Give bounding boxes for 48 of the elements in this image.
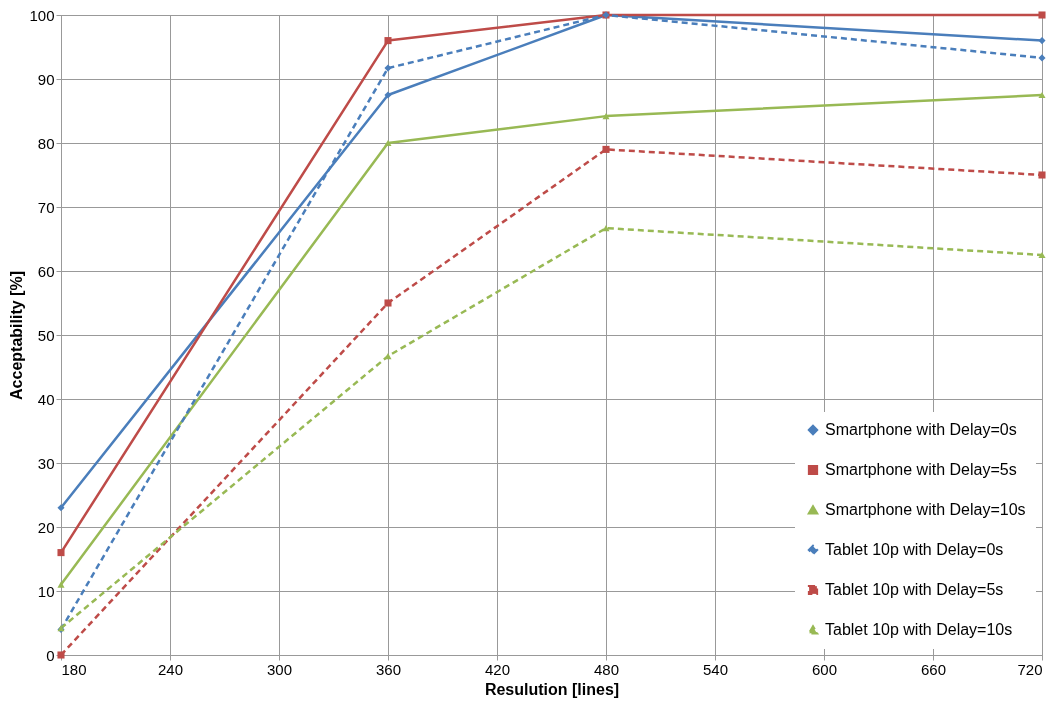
- point: [602, 225, 610, 232]
- x-tick-label: 480: [593, 660, 620, 678]
- y-axis-title: Acceptability [%]: [8, 271, 26, 400]
- point: [57, 549, 65, 557]
- x-axis-title: Resulution [lines]: [484, 680, 620, 698]
- legend-label: Smartphone with Delay=5s: [825, 461, 1017, 478]
- point: [1038, 171, 1046, 179]
- point: [602, 145, 610, 153]
- y-tick-label: 40: [37, 390, 55, 408]
- y-tick-label: 0: [46, 646, 55, 664]
- x-tick-label: 420: [484, 660, 511, 678]
- point: [384, 139, 392, 147]
- point: [384, 299, 392, 307]
- point: [1038, 54, 1046, 62]
- point: [57, 581, 65, 588]
- x-tick-label: 720: [1017, 660, 1043, 678]
- point: [57, 504, 65, 512]
- point: [384, 37, 392, 45]
- legend-label: Smartphone with Delay=0s: [825, 421, 1017, 438]
- legend-label: Smartphone with Delay=10s: [825, 501, 1026, 518]
- x-tick-label: 660: [920, 660, 947, 678]
- y-tick-label: 20: [37, 518, 55, 536]
- x-tick-label: 360: [375, 660, 402, 678]
- y-tick-label: 100: [29, 6, 55, 24]
- y-tick-label: 90: [37, 70, 55, 88]
- point: [602, 113, 610, 120]
- y-tick-label: 80: [37, 134, 55, 152]
- point: [384, 353, 392, 360]
- y-tick-label: 50: [37, 326, 55, 344]
- point: [1038, 251, 1046, 259]
- y-tick-label: 10: [37, 582, 55, 600]
- y-tick-label: 60: [37, 262, 55, 280]
- legend-label: Tablet 10p with Delay=10s: [825, 621, 1013, 638]
- point: [384, 91, 392, 99]
- x-tick-label: 600: [811, 660, 838, 678]
- x-tick-label: 300: [266, 660, 293, 678]
- legend-label: Tablet 10p with Delay=5s: [825, 581, 1004, 598]
- x-tick-label: 180: [61, 660, 87, 678]
- legend-label: Tablet 10p with Delay=0s: [825, 541, 1004, 558]
- x-tick-label: 540: [702, 660, 729, 678]
- y-tick-label: 30: [37, 454, 55, 472]
- y-tick-label: 70: [37, 198, 55, 216]
- point: [1038, 37, 1046, 45]
- point: [57, 651, 65, 659]
- x-tick-label: 240: [157, 660, 184, 678]
- point: [384, 64, 392, 72]
- point: [1038, 91, 1046, 99]
- point: [1038, 11, 1046, 19]
